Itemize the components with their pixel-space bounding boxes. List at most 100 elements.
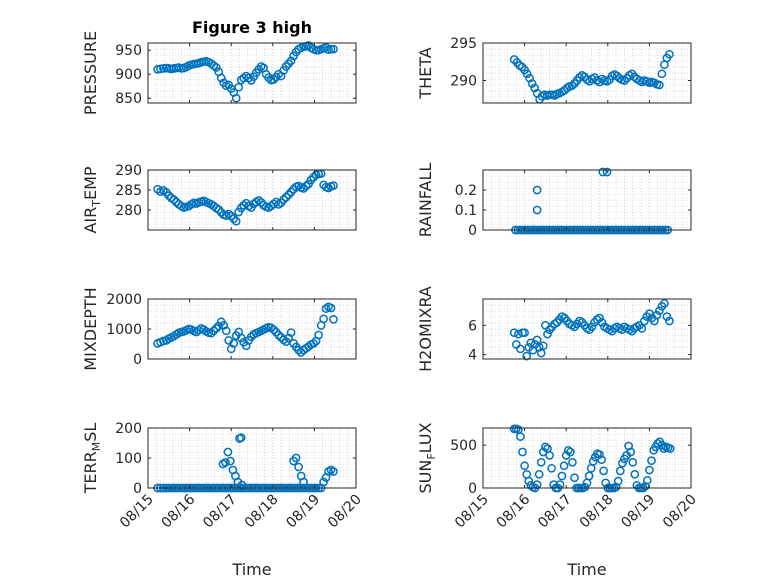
- y-tick-label: 0.2: [455, 183, 477, 199]
- x-tick-label: 08/15: [452, 492, 492, 532]
- x-tick-label: 08/16: [494, 491, 534, 531]
- data-point: [274, 330, 283, 340]
- data-point: [659, 444, 669, 453]
- data-point: [296, 348, 306, 357]
- data-point: [516, 344, 525, 354]
- data-point: [206, 328, 216, 338]
- x-tick-label: 08/16: [159, 491, 199, 531]
- data-point: [660, 299, 669, 308]
- data-point: [294, 462, 303, 472]
- y-axis-label: H2OMIXRA: [416, 286, 435, 372]
- data-point: [527, 79, 537, 88]
- data-point: [271, 197, 281, 207]
- data-point: [299, 477, 308, 487]
- data-point: [236, 433, 246, 442]
- data-point: [269, 325, 278, 334]
- y-tick-label: 6: [468, 318, 477, 334]
- data-point: [514, 329, 523, 339]
- x-tick-label: 08/18: [577, 492, 617, 532]
- chart-title: Figure 3 high: [192, 18, 312, 37]
- data-point: [239, 200, 249, 210]
- y-tick-label: 295: [450, 36, 477, 52]
- y-tick-label: 200: [115, 421, 142, 437]
- data-point: [329, 467, 338, 476]
- y-tick-label: 0: [468, 223, 477, 239]
- plot-area: [483, 170, 691, 230]
- data-point: [584, 471, 594, 481]
- data-point: [299, 184, 308, 193]
- data-point: [228, 465, 238, 475]
- y-tick-label: 0: [133, 481, 142, 497]
- data-point: [209, 326, 219, 336]
- y-tick-label: 0.1: [455, 203, 477, 219]
- data-point: [645, 465, 654, 475]
- data-point: [518, 447, 527, 457]
- data-point: [223, 447, 233, 457]
- data-point: [224, 209, 234, 219]
- x-axis-label: Time: [566, 560, 606, 579]
- data-point: [234, 82, 244, 92]
- y-tick-label: 0: [133, 352, 142, 368]
- data-point: [570, 473, 579, 483]
- data-point: [301, 181, 311, 191]
- data-point: [221, 326, 231, 336]
- data-point: [557, 471, 567, 481]
- data-point: [559, 461, 569, 471]
- data-point: [254, 196, 264, 205]
- y-tick-label: 500: [450, 438, 477, 454]
- subplot-2: 290 295 THETA: [416, 36, 692, 104]
- axes-box: [482, 427, 692, 489]
- axes-box: [482, 42, 692, 104]
- data-point: [291, 453, 301, 463]
- data-point: [237, 480, 247, 490]
- data-point: [595, 313, 604, 323]
- data-point: [628, 457, 638, 467]
- y-tick-label: 850: [115, 91, 142, 107]
- data-point: [545, 451, 554, 460]
- data-point: [640, 316, 649, 326]
- y-tick-label: 950: [115, 43, 142, 59]
- data-point: [647, 456, 656, 465]
- data-point: [226, 456, 235, 466]
- data-point: [655, 306, 664, 316]
- data-point: [530, 83, 539, 93]
- series-markers: [509, 299, 674, 361]
- data-point: [326, 44, 336, 54]
- data-point: [615, 466, 625, 476]
- series-markers: [509, 49, 674, 104]
- series-markers: [153, 41, 338, 103]
- y-tick-label: 1000: [106, 322, 142, 338]
- data-point: [231, 216, 241, 226]
- x-tick-label: 08/19: [618, 492, 658, 532]
- data-point: [281, 192, 291, 202]
- data-point: [534, 469, 544, 479]
- y-axis-label: PRESSURE: [81, 31, 100, 115]
- data-point: [309, 339, 318, 348]
- x-tick-label: 08/20: [325, 492, 365, 532]
- y-tick-label: 4: [468, 348, 477, 364]
- axes-box: [147, 42, 357, 104]
- data-point: [169, 195, 179, 204]
- subplot-5: 0 1000 2000 MIXDEPTH: [81, 287, 357, 371]
- data-point: [329, 315, 338, 324]
- y-tick-label: 100: [115, 451, 142, 467]
- data-point: [329, 44, 338, 54]
- data-point: [547, 463, 556, 473]
- y-tick-label: 285: [115, 183, 142, 199]
- data-point: [536, 457, 546, 467]
- data-point: [597, 455, 606, 465]
- data-point: [286, 56, 296, 66]
- y-tick-label: 900: [115, 67, 142, 83]
- x-tick-label: 08/17: [200, 492, 240, 532]
- data-point: [587, 322, 597, 332]
- y-axis-label: SUNFLUX: [416, 422, 438, 493]
- subplot-8: 0 500 08/15 08/16 08/17 08/18 08/19 08/20 SUNFLU…: [416, 422, 700, 579]
- data-point: [662, 312, 672, 321]
- data-point: [229, 339, 239, 348]
- y-tick-label: 2000: [106, 292, 142, 308]
- data-point: [567, 81, 577, 91]
- data-point: [595, 450, 604, 459]
- y-axis-label: TERRMSL: [81, 423, 103, 495]
- axes-box: [482, 169, 692, 231]
- y-axis-label: AIRTEMP: [81, 166, 103, 233]
